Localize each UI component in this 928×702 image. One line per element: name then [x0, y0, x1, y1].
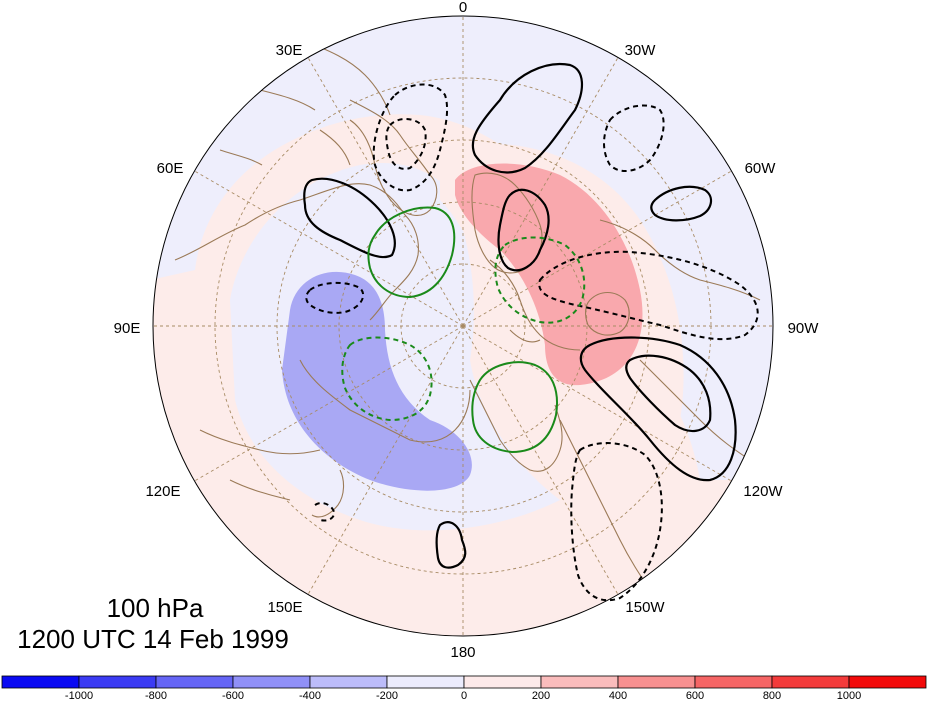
- meridian-line-5: [462, 325, 619, 595]
- colorbar-swatch-5: [386, 675, 465, 689]
- colorbar-label-5: 0: [461, 690, 467, 702]
- colorbar-swatch-10: [771, 675, 850, 689]
- colorbar-swatch-7: [540, 675, 619, 689]
- lon-label-30e: 30E: [276, 42, 303, 59]
- contour-solid-4: [650, 185, 713, 222]
- lon-label-90e: 90E: [114, 320, 141, 337]
- lon-label-90w: 90W: [788, 320, 820, 337]
- contour-dashed-6: [570, 442, 663, 602]
- lon-label-0: 0: [459, 0, 467, 16]
- colorbar-swatch-4: [309, 675, 388, 689]
- coastline-mediterranean: [219, 89, 316, 166]
- colorbar-swatch-8: [617, 675, 696, 689]
- contour-solid-5: [579, 336, 737, 482]
- lon-label-180: 180: [450, 644, 475, 661]
- coastline-kamchatka: [311, 469, 345, 518]
- colorbar-swatch-6: [463, 675, 542, 689]
- colorbar-label-7: 400: [609, 690, 627, 702]
- map-disk: [152, 15, 774, 637]
- coastline-north-america-west: [559, 419, 651, 591]
- contour-solid-2: [303, 177, 396, 259]
- lon-label-60e: 60E: [157, 160, 184, 177]
- lon-label-120w: 120W: [743, 483, 783, 500]
- contour-dashed-4: [305, 282, 365, 314]
- contour-solid-1: [471, 62, 583, 174]
- colorbar-swatch-1: [78, 675, 157, 689]
- colorbar-label-10: 1000: [837, 690, 861, 702]
- colorbar-label-8: 600: [686, 690, 704, 702]
- colorbar: -1000 -800 -600 -400 -200 0 200 400 600 800 1000: [1, 675, 927, 702]
- meridian-line-4: [462, 325, 732, 482]
- lon-label-120e: 120E: [145, 483, 180, 500]
- colorbar-swatch-9: [694, 675, 773, 689]
- coastline-siberia: [299, 359, 471, 443]
- lon-label-150w: 150W: [625, 599, 665, 616]
- meridian-line-8: [194, 325, 464, 482]
- contour-dashed-3: [603, 104, 665, 172]
- colorbar-label-6: 200: [532, 690, 550, 702]
- meridian-line-7: [307, 325, 464, 595]
- negative-strong-region: [282, 271, 472, 491]
- colorbar-label-4: -200: [376, 690, 398, 702]
- coastline-asia-east: [199, 429, 321, 501]
- colorbar-swatch-0: [1, 675, 80, 689]
- lon-label-60w: 60W: [745, 160, 777, 177]
- contour-dashed-2: [385, 118, 427, 170]
- colorbar-swatch-3: [232, 675, 311, 689]
- colorbar-label-3: -400: [299, 690, 321, 702]
- green-contours: [367, 206, 558, 454]
- latitude-circle-2: [338, 201, 588, 451]
- meridian-line-2: [462, 170, 732, 327]
- colorbar-label-9: 800: [763, 690, 781, 702]
- colorbar-label-1: -800: [145, 690, 167, 702]
- graticule: [153, 16, 773, 636]
- meridian-line-10: [194, 170, 464, 327]
- green-solid-1: [367, 206, 456, 299]
- contour-solid-3: [497, 188, 550, 272]
- coastline-north-america-east: [599, 219, 761, 461]
- map-disk-border: [152, 15, 774, 637]
- meridian-line-1: [462, 57, 619, 327]
- colorbar-label-2: -600: [222, 690, 244, 702]
- title-level: 100 hPa: [107, 593, 204, 623]
- contour-solid-6: [625, 354, 712, 433]
- longitude-labels: 0 30W 60W 90W 120W 150W 180 150E 120E 90…: [114, 0, 820, 661]
- coastline-canada-arctic: [489, 259, 581, 351]
- black-dashed-contours: [305, 83, 759, 602]
- coastline-alaska: [469, 379, 563, 472]
- colorbar-swatch-2: [155, 675, 234, 689]
- contour-solid-7: [435, 521, 467, 569]
- black-solid-contours: [303, 62, 737, 569]
- colorbar-swatch-11: [848, 675, 927, 689]
- meridian-line-11: [307, 57, 464, 327]
- lon-label-150e: 150E: [267, 599, 302, 616]
- coastline-hudson-bay: [585, 291, 630, 336]
- contour-dashed-5: [538, 250, 759, 341]
- green-solid-2: [471, 361, 558, 454]
- lon-label-30w: 30W: [625, 42, 657, 59]
- colorbar-label-0: -1000: [65, 690, 93, 702]
- title-time: 1200 UTC 14 Feb 1999: [17, 624, 289, 654]
